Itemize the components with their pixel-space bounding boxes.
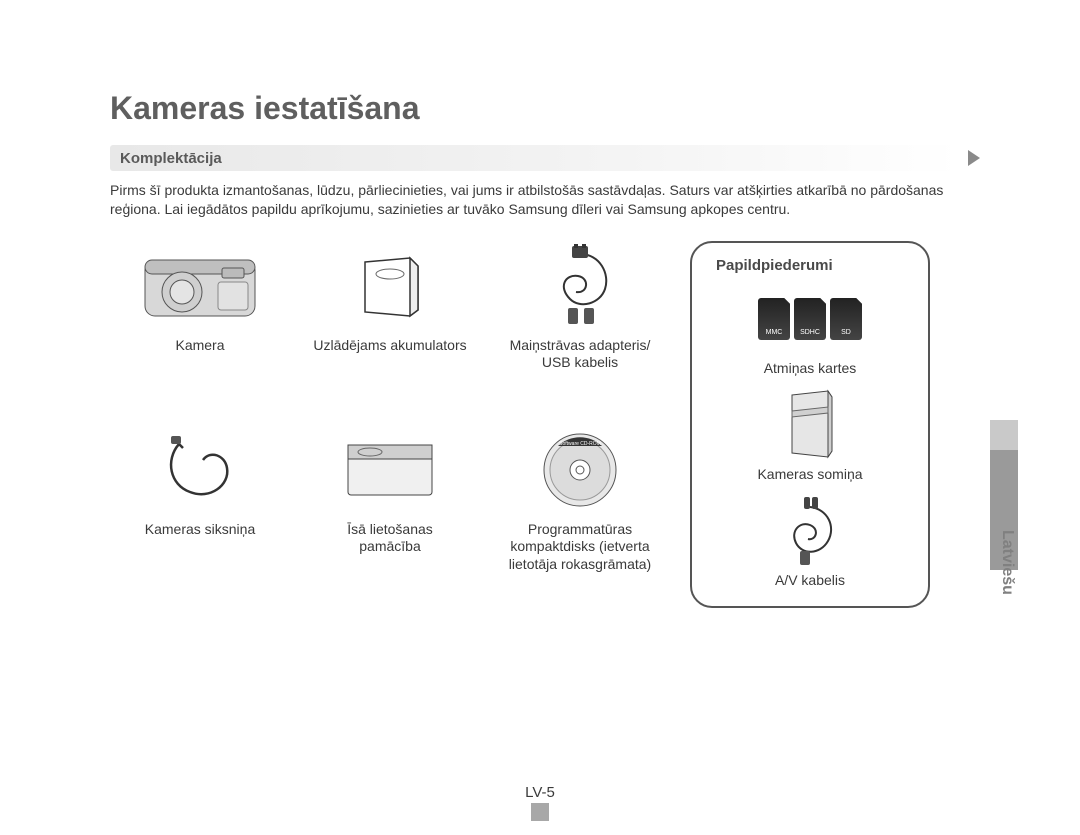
accessories-title: Papildpiederumi (716, 257, 833, 274)
camera-case-icon (780, 390, 840, 460)
svg-text:Software CD-ROM: Software CD-ROM (559, 441, 601, 447)
manual-icon (340, 425, 440, 515)
acc-av-cable: A/V kabelis (770, 496, 850, 588)
item-cd: Software CD-ROM Programmatūras kompaktdi… (490, 425, 670, 608)
section-bar-fill: Komplektācija (110, 145, 960, 171)
battery-icon (350, 241, 430, 331)
accessories-box: Papildpiederumi MMC SDHC SD Atmiņas kart… (690, 241, 930, 608)
page-title: Kameras iestatīšana (110, 90, 980, 127)
item-manual: Īsā lietošanas pamācība (300, 425, 480, 608)
item-label: Īsā lietošanas pamācība (347, 521, 433, 556)
item-strap: Kameras siksniņa (110, 425, 290, 608)
item-adapter: Maiņstrāvas adapteris/ USB kabelis (490, 241, 670, 407)
strap-icon (155, 425, 245, 515)
box-contents-grid: Kamera Uzlādējams akumulators (110, 241, 670, 608)
content-row: Kamera Uzlādējams akumulators (110, 241, 980, 608)
card-mmc: MMC (758, 298, 790, 340)
section-label: Komplektācija (120, 150, 222, 167)
card-sd: SD (830, 298, 862, 340)
language-tab-label: Latviešu (998, 530, 1016, 595)
usb-cable-icon (530, 241, 630, 331)
page-number-marker (531, 803, 549, 821)
av-cable-icon (770, 496, 850, 566)
item-label: Uzlādējams akumulators (313, 337, 466, 355)
acc-memory-cards: MMC SDHC SD Atmiņas kartes (756, 284, 864, 376)
item-label: Kamera (175, 337, 224, 355)
memory-cards-icon: MMC SDHC SD (756, 284, 864, 354)
item-battery: Uzlādējams akumulators (300, 241, 480, 407)
acc-label: Kameras somiņa (757, 466, 862, 482)
item-label: Maiņstrāvas adapteris/ USB kabelis (510, 337, 651, 372)
item-camera: Kamera (110, 241, 290, 407)
page-number: LV-5 (525, 784, 555, 801)
section-header-bar: Komplektācija (110, 145, 980, 171)
camera-icon (140, 241, 260, 331)
acc-case: Kameras somiņa (757, 390, 862, 482)
item-label: Programmatūras kompaktdisks (ietverta li… (509, 521, 651, 574)
arrow-right-icon (968, 150, 980, 166)
acc-label: Atmiņas kartes (764, 360, 857, 376)
intro-text: Pirms šī produkta izmantošanas, lūdzu, p… (110, 181, 980, 219)
card-sdhc: SDHC (794, 298, 826, 340)
item-label: Kameras siksniņa (145, 521, 256, 539)
acc-label: A/V kabelis (775, 572, 845, 588)
side-tab-light (990, 420, 1018, 450)
cd-icon: Software CD-ROM (538, 425, 622, 515)
